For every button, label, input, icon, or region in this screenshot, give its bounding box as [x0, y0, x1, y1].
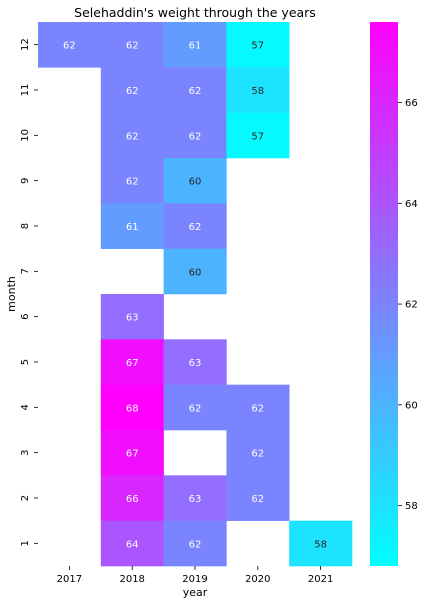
cell-value-label: 58	[251, 86, 264, 97]
cell-value-label: 67	[126, 358, 139, 369]
cell-value-label: 62	[189, 539, 202, 550]
cell-value-label: 60	[189, 177, 202, 188]
y-tick-label: 10	[20, 129, 31, 142]
heatmap-cell	[163, 158, 227, 204]
y-tick-label: 2	[20, 495, 31, 501]
heatmap-cell	[226, 67, 290, 113]
y-tick-label: 12	[20, 38, 31, 51]
x-tick-label: 2019	[182, 574, 207, 585]
x-tick-label: 2021	[308, 574, 333, 585]
y-tick-label: 7	[20, 268, 31, 274]
heatmap-cell	[100, 339, 164, 385]
heatmap-cell	[163, 248, 227, 295]
y-tick-label: 6	[20, 313, 31, 319]
cell-value-label: 62	[189, 131, 202, 142]
cell-value-label: 60	[189, 267, 202, 278]
cell-value-label: 68	[126, 403, 139, 414]
heatmap-cell	[100, 430, 164, 476]
cell-value-label: 62	[126, 131, 139, 142]
cell-value-label: 67	[126, 449, 139, 460]
cell-value-label: 62	[126, 177, 139, 188]
heatmap-cell	[163, 520, 227, 567]
cell-value-label: 62	[251, 494, 264, 505]
heatmap-cell	[100, 520, 164, 567]
heatmap-cell	[226, 112, 290, 159]
cell-value-label: 63	[189, 358, 202, 369]
heatmap-cell	[163, 67, 227, 113]
colorbar-ticks: 58 60 62 64 66	[398, 98, 418, 512]
cell-value-label: 57	[251, 41, 264, 52]
chart-title: Selehaddin's weight through the years	[74, 5, 316, 20]
cell-value-label: 62	[126, 86, 139, 97]
heatmap-cell	[100, 475, 164, 521]
heatmap-cell	[163, 475, 227, 521]
heatmap-cell	[100, 384, 164, 431]
colorbar-tick-label: 64	[405, 199, 418, 210]
x-tick-label: 2018	[119, 574, 144, 585]
heatmap-cell	[163, 22, 227, 68]
cell-value-label: 57	[251, 131, 264, 142]
heatmap-cell	[226, 430, 290, 476]
x-tick-label: 2017	[57, 574, 82, 585]
y-tick-label: 1	[20, 540, 31, 546]
y-axis: 12 11 10 9 8 7 6 5 4 3 2 1	[20, 38, 38, 547]
heatmap-cell	[100, 67, 164, 113]
cell-value-label: 62	[189, 86, 202, 97]
y-tick-label: 3	[20, 449, 31, 455]
colorbar-tick-label: 58	[405, 501, 418, 512]
x-axis-label: year	[183, 586, 208, 599]
y-tick-label: 5	[20, 359, 31, 365]
cell-value-label: 61	[126, 222, 139, 233]
heatmap-cell	[163, 339, 227, 385]
cell-value-label: 64	[126, 539, 139, 550]
heatmap-cell	[38, 22, 102, 68]
heatmap-cells: 62 62 61 57 62 62 58 62 62 57 62 60 61 62 60 63 67 63 68 62…	[38, 22, 353, 567]
heatmap-cell	[100, 294, 164, 340]
x-axis: 2017 2018 2019 2020 2021	[57, 566, 333, 585]
heatmap-cell	[226, 384, 290, 431]
x-tick-label: 2020	[245, 574, 270, 585]
heatmap-cell	[100, 203, 164, 249]
cell-value-label: 62	[251, 449, 264, 460]
heatmap-cell	[226, 22, 290, 68]
colorbar-tick-label: 66	[405, 98, 418, 109]
cell-value-label: 63	[126, 313, 139, 324]
cell-value-label: 62	[251, 403, 264, 414]
y-axis-label: month	[5, 276, 18, 312]
heatmap-cell	[163, 203, 227, 249]
heatmap-cell	[100, 112, 164, 159]
cell-value-label: 61	[189, 41, 202, 52]
cell-value-label: 62	[126, 41, 139, 52]
y-tick-label: 4	[20, 404, 31, 410]
y-tick-label: 8	[20, 223, 31, 229]
heatmap-cell	[226, 475, 290, 521]
heatmap-cell	[163, 384, 227, 431]
colorbar-tick-label: 60	[405, 400, 418, 411]
cell-value-label: 62	[63, 41, 76, 52]
colorbar	[370, 22, 398, 566]
cell-value-label: 63	[189, 494, 202, 505]
cell-value-label: 62	[189, 222, 202, 233]
cell-value-label: 66	[126, 494, 139, 505]
heatmap-cell	[163, 112, 227, 159]
colorbar-tick-label: 62	[405, 300, 418, 311]
heatmap-cell	[289, 520, 353, 567]
heatmap-cell	[100, 158, 164, 204]
cell-value-label: 62	[189, 403, 202, 414]
heatmap-cell	[100, 22, 164, 68]
cell-value-label: 58	[314, 539, 327, 550]
y-tick-label: 9	[20, 177, 31, 183]
y-tick-label: 11	[20, 84, 31, 97]
